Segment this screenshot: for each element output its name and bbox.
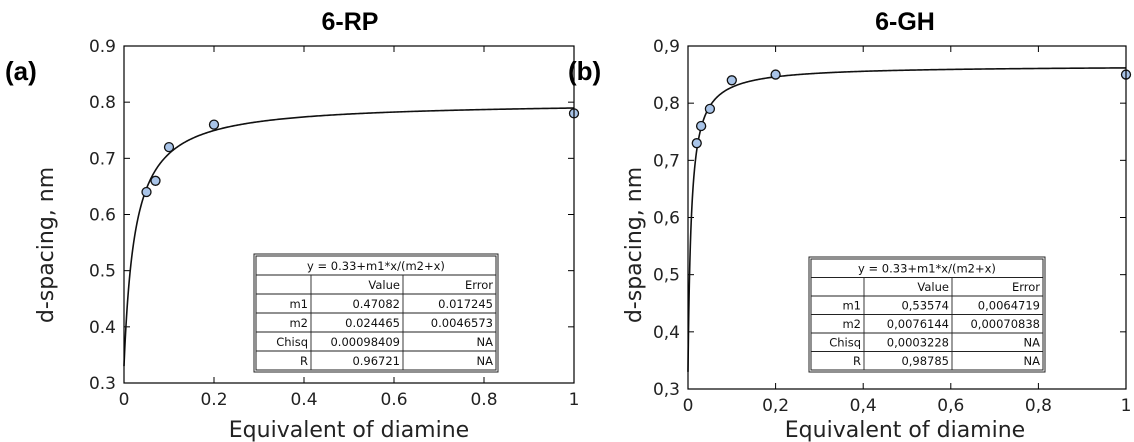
y-tick-label: 0,5	[653, 266, 680, 286]
table-cell: R	[300, 354, 308, 368]
table-cell: 0,98785	[901, 354, 949, 368]
x-tick-label: 0.4	[290, 390, 317, 410]
table-cell: Chisq	[276, 335, 308, 349]
fit-equation: y = 0.33+m1*x/(m2+x)	[858, 262, 996, 276]
x-tick-labels: 0 0,2 0,4 0,6 0,8 1	[683, 46, 1132, 416]
fit-curve-group	[123, 107, 575, 367]
y-tick-label: 0,7	[653, 151, 680, 171]
table-cell: NA	[1024, 354, 1041, 368]
data-point	[163, 141, 175, 153]
x-tick-label: 0.8	[470, 390, 497, 410]
table-cell: 0.024465	[345, 316, 400, 330]
y-axis-label: d-spacing, nm	[622, 167, 647, 323]
fit-table: y = 0.33+m1*x/(m2+x) Value Error m1 0.47082 0…	[253, 253, 499, 373]
y-tick-label: 0.9	[89, 37, 116, 57]
y-tick-label: 0.5	[89, 262, 116, 282]
data-point	[208, 119, 220, 130]
table-cell: NA	[477, 354, 494, 368]
y-tick-label: 0,8	[653, 94, 680, 114]
x-tick-label: 0.6	[380, 390, 407, 410]
x-tick-label: 0,8	[1025, 396, 1052, 416]
data-point	[726, 75, 737, 86]
table-cell: 0.0046573	[431, 316, 493, 330]
x-axis-label: Equivalent of diamine	[229, 418, 469, 442]
table-cell: 0.00098409	[330, 335, 400, 349]
x-axis-label: Equivalent of diamine	[785, 418, 1025, 442]
x-tick-label: 0	[683, 396, 694, 416]
x-tick-label: 0.2	[200, 390, 227, 410]
fit-equation: y = 0.33+m1*x/(m2+x)	[307, 259, 445, 273]
chart-panel-a: 6-RP (a) 0 0.2 0.4 0.6 0.8 1 0.30.40.50.60.70…	[5, 8, 579, 442]
table-cell: 0,00070838	[970, 317, 1040, 331]
chart-title: 6-GH	[875, 8, 935, 36]
table-cell: 0.96721	[352, 354, 400, 368]
table-header-cell: Value	[368, 278, 400, 292]
plot-frame	[123, 45, 575, 384]
table-cell: m1	[842, 299, 861, 313]
table-cell: m1	[289, 297, 308, 311]
x-tick-labels: 0 0.2 0.4 0.6 0.8 1	[119, 46, 580, 410]
fit-table: y = 0.33+m1*x/(m2+x) Value Error m1 0,53574 0…	[808, 256, 1046, 373]
data-point	[691, 138, 702, 149]
table-cell: 0,0003228	[887, 336, 949, 350]
y-tick-label: 0.7	[89, 149, 116, 169]
chart-panel-b: 6-GH (b) 0 0,2 0,4 0,6 0,8 1 0,30,40,50,60,70…	[568, 8, 1131, 442]
data-point	[695, 120, 707, 132]
table-header-cell: Value	[917, 280, 949, 294]
y-axis-label: d-spacing, nm	[34, 167, 59, 323]
x-tick-label: 0,4	[850, 396, 877, 416]
x-tick-label: 1	[1121, 396, 1132, 416]
table-header-cell: Error	[465, 278, 493, 292]
data-points	[141, 108, 580, 198]
data-points	[691, 69, 1132, 149]
data-point	[704, 103, 716, 115]
table-cell: m2	[289, 316, 308, 330]
plot-frame	[687, 45, 1127, 390]
panel-label: (a)	[5, 56, 37, 86]
x-tick-label: 0,2	[762, 396, 789, 416]
x-tick-label: 0,6	[937, 396, 964, 416]
data-point	[150, 175, 161, 186]
y-tick-label: 0,3	[653, 380, 680, 400]
y-tick-label: 0,6	[653, 209, 680, 229]
fit-curve-group	[687, 67, 1127, 372]
table-cell: 0.017245	[438, 297, 493, 311]
y-tick-label: 0.4	[89, 318, 116, 338]
table-cell: NA	[477, 335, 494, 349]
data-point	[770, 69, 781, 80]
x-tick-label: 0	[119, 390, 130, 410]
y-tick-label: 0.3	[89, 374, 116, 394]
chart-title: 6-RP	[322, 8, 379, 36]
fit-curve	[123, 107, 575, 367]
data-point	[141, 186, 152, 198]
y-tick-label: 0.6	[89, 206, 116, 226]
y-tick-labels: 0,3 0,4 0,5 0,6 0,7 0,8 0,9	[653, 37, 1126, 400]
table-cell: m2	[842, 317, 861, 331]
table-cell: R	[853, 354, 861, 368]
table-cell: 0,0064719	[978, 299, 1040, 313]
table-header-cell: Error	[1012, 280, 1040, 294]
table-cell: 0.47082	[352, 297, 400, 311]
y-tick-label: 0,4	[653, 323, 680, 343]
y-tick-label: 0,9	[653, 37, 680, 57]
panel-label: (b)	[568, 56, 601, 86]
table-cell: NA	[1024, 336, 1041, 350]
x-tick-label: 1	[569, 390, 580, 410]
fit-curve	[687, 67, 1127, 372]
table-cell: 0,53574	[901, 299, 949, 313]
table-cell: Chisq	[829, 336, 861, 350]
table-cell: 0,0076144	[887, 317, 949, 331]
y-tick-labels: 0.3 0.4 0.5 0.6 0.7 0.8 0.9	[89, 37, 574, 394]
y-tick-label: 0.8	[89, 93, 116, 113]
